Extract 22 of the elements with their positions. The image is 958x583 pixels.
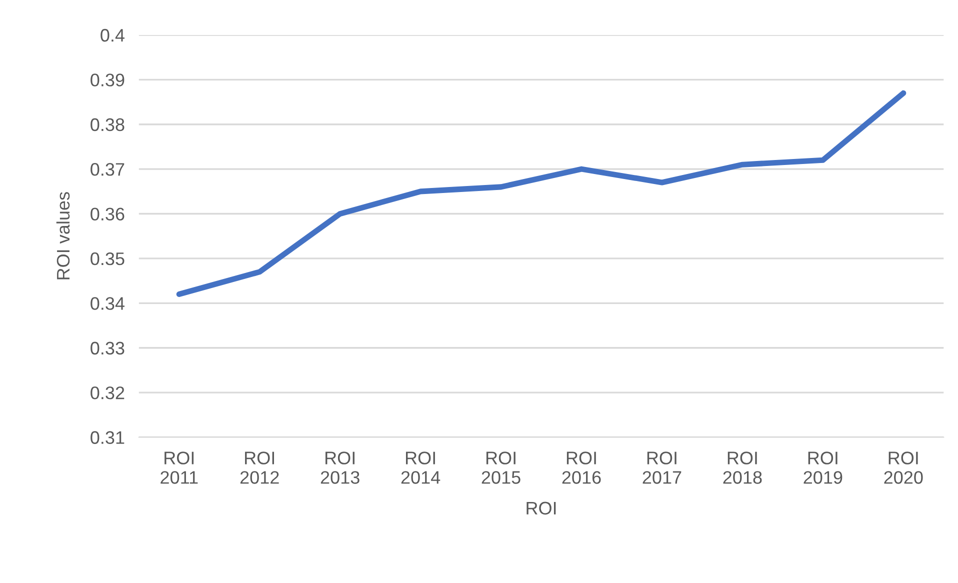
y-tick-label: 0.4 [100,28,124,42]
x-tick-label: ROI 2019 [804,452,842,484]
y-tick-label: 0.36 [90,208,124,220]
y-tick-label: 0.38 [90,118,124,132]
x-tick-label: ROI 2016 [562,452,601,484]
y-tick-label: 0.35 [90,252,124,266]
x-tick-label: ROI 2013 [320,452,360,484]
x-tick-label: ROI 2020 [884,452,923,484]
x-tick-label: ROI 2018 [723,452,762,484]
x-tick-label: ROI 2015 [482,452,520,484]
y-axis-title: ROI values [56,192,70,280]
x-tick-label: ROI 2011 [160,452,198,484]
y-tick-label: 0.32 [90,386,124,400]
y-tick-label: 0.39 [90,74,124,86]
y-tick-label: 0.34 [90,297,124,310]
x-axis-title: ROI [526,502,556,515]
y-tick-label: 0.31 [90,431,124,444]
y-tick-label: 0.33 [90,342,124,355]
y-tick-label: 0.37 [90,163,124,176]
x-tick-label: ROI 2017 [642,452,682,484]
x-tick-label: ROI 2012 [240,452,279,484]
x-tick-label: ROI 2014 [401,452,440,484]
